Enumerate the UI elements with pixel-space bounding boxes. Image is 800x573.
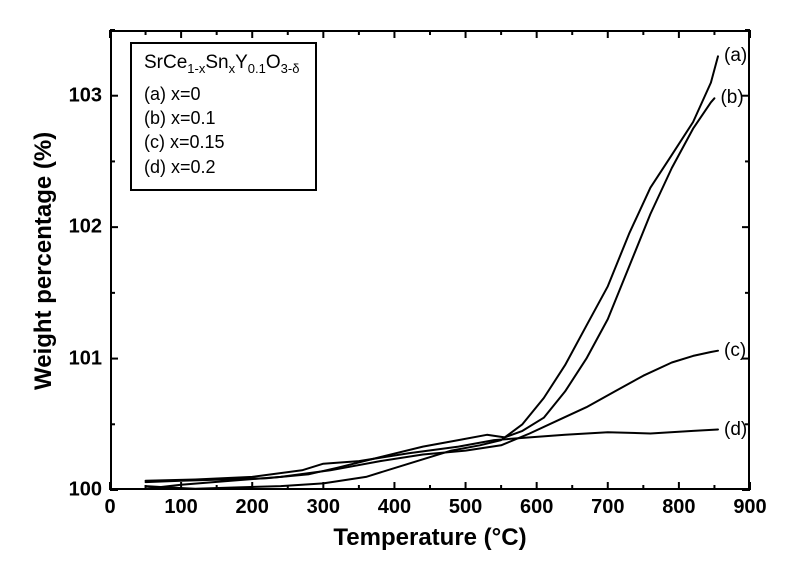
legend-title: SrCe1-xSnxY0.1O3-δ xyxy=(144,52,299,76)
series-end-label-c: (c) xyxy=(724,340,746,362)
x-tick-label: 400 xyxy=(378,496,411,519)
chart-figure: SrCe1-xSnxY0.1O3-δ (a) x=0(b) x=0.1(c) x… xyxy=(0,0,800,573)
x-tick-label: 100 xyxy=(164,496,197,519)
x-axis-label: Temperature (°C) xyxy=(0,524,800,552)
y-tick-label: 101 xyxy=(50,347,102,370)
series-end-label-a: (a) xyxy=(724,45,747,67)
series-end-label-b: (b) xyxy=(720,87,743,109)
legend-item-0: (a) x=0 xyxy=(144,82,299,106)
x-tick-label: 900 xyxy=(733,496,766,519)
x-tick-label: 300 xyxy=(307,496,340,519)
y-tick-label: 103 xyxy=(50,84,102,107)
x-tick-label: 600 xyxy=(520,496,553,519)
legend-items: (a) x=0(b) x=0.1(c) x=0.15(d) x=0.2 xyxy=(144,82,299,179)
x-tick-label: 200 xyxy=(236,496,269,519)
x-tick-label: 0 xyxy=(104,496,115,519)
y-tick-label: 102 xyxy=(50,216,102,239)
legend-item-2: (c) x=0.15 xyxy=(144,130,299,154)
x-tick-label: 800 xyxy=(662,496,695,519)
legend-item-1: (b) x=0.1 xyxy=(144,106,299,130)
x-tick-label: 500 xyxy=(449,496,482,519)
y-tick-label: 100 xyxy=(50,479,102,502)
x-tick-label: 700 xyxy=(591,496,624,519)
legend-box: SrCe1-xSnxY0.1O3-δ (a) x=0(b) x=0.1(c) x… xyxy=(130,42,317,191)
series-end-label-d: (d) xyxy=(724,419,747,441)
legend-item-3: (d) x=0.2 xyxy=(144,155,299,179)
